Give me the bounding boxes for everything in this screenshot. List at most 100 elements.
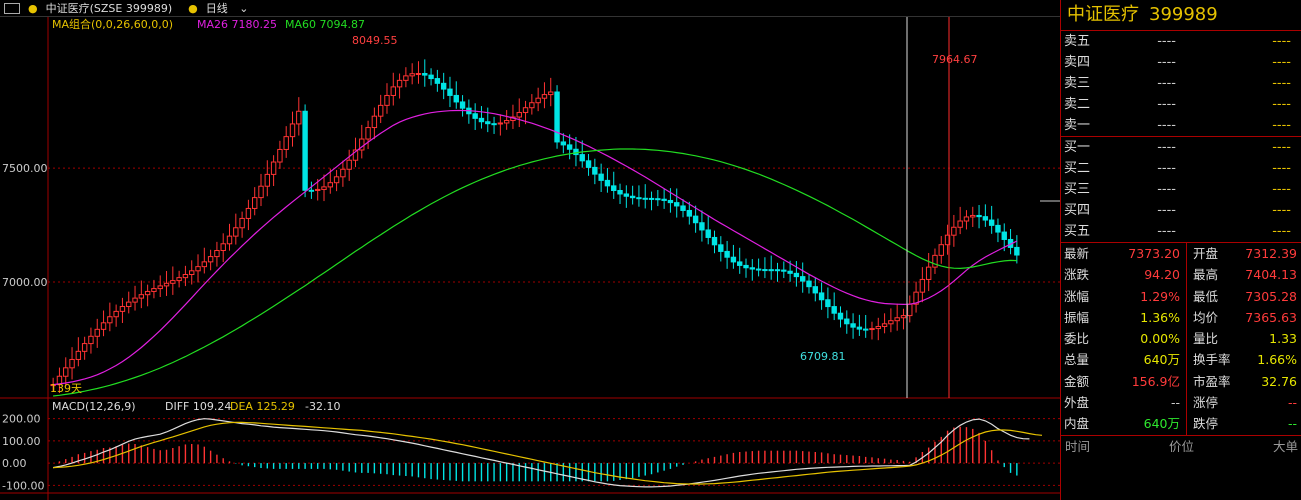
- candle-body: [944, 234, 951, 246]
- buy-orderbook: 买一 ---- ---- 买二 ---- ---- 买三 ---- ---- 买四 ---- ----…: [1061, 137, 1301, 243]
- candle-body: [503, 120, 510, 124]
- buy-level-row[interactable]: 买三 ---- ----: [1061, 179, 1301, 200]
- candle-body: [81, 343, 88, 352]
- candle-body: [548, 91, 554, 96]
- candle-body: [485, 121, 491, 125]
- stat-value: 1.33: [1269, 331, 1297, 347]
- stat-value: 1.29%: [1104, 285, 1187, 307]
- candle-body: [749, 267, 756, 270]
- candle-body: [774, 269, 781, 272]
- candle-body: [270, 161, 277, 175]
- candle-body: [560, 141, 567, 146]
- candle-body: [919, 278, 926, 293]
- sell-level-label: 卖五: [1064, 34, 1091, 49]
- sell-level-row[interactable]: 卖四 ---- ----: [1061, 52, 1301, 73]
- sell-level-price: ----: [1157, 76, 1176, 91]
- buy-level-row[interactable]: 买四 ---- ----: [1061, 200, 1301, 221]
- sell-level-row[interactable]: 卖五 ---- ----: [1061, 31, 1301, 52]
- candle-body: [371, 115, 378, 129]
- buy-level-row[interactable]: 买一 ---- ----: [1061, 137, 1301, 158]
- sell-level-label: 卖一: [1064, 118, 1091, 133]
- stat-label: 最低: [1193, 288, 1219, 304]
- candle-body: [806, 280, 812, 288]
- candle-body: [63, 367, 69, 377]
- y-tick-label: 0.00: [2, 457, 27, 470]
- candle-body: [226, 235, 233, 245]
- stat-row: 外盘 -- 涨停 --: [1061, 392, 1301, 414]
- candle-body: [497, 122, 504, 125]
- stat-row: 总量 640万 换手率 1.66%: [1061, 349, 1301, 371]
- candle-body: [881, 323, 888, 327]
- stat-value: 640万: [1104, 349, 1187, 371]
- stat-label: 开盘: [1193, 246, 1219, 261]
- low-annotation: 6709.81: [800, 350, 846, 363]
- stat-value: 7373.20: [1104, 243, 1187, 265]
- y-tick-label: -100.00: [2, 479, 44, 492]
- candle-body: [592, 166, 598, 175]
- sell-level-row[interactable]: 卖二 ---- ----: [1061, 94, 1301, 115]
- chart-area[interactable]: 7500.00 7000.00 8049.55 7964.67 6709.81 139天 M…: [0, 0, 1060, 500]
- candle-body: [403, 75, 409, 81]
- buy-level-row[interactable]: 买五 ---- ----: [1061, 221, 1301, 242]
- stat-label: 换手率: [1193, 352, 1231, 368]
- period-selector[interactable]: ● 日线 ⌄: [188, 0, 256, 16]
- candle-body: [239, 217, 245, 229]
- bullet-icon: ●: [188, 2, 198, 15]
- high-annotation: 8049.55: [352, 34, 398, 47]
- stat-label: 均价: [1193, 309, 1219, 325]
- buy-level-volume: ----: [1272, 140, 1291, 155]
- candle-body: [1014, 246, 1020, 256]
- candle-body: [604, 179, 611, 187]
- candle-body: [629, 195, 636, 199]
- macd-value: -32.10: [305, 400, 340, 413]
- trades-header: 时间 价位 大单: [1061, 436, 1301, 458]
- candle-body: [793, 272, 800, 278]
- sell-level-label: 卖三: [1064, 76, 1091, 91]
- candle-body: [850, 323, 856, 328]
- ma26-legend: MA26 7180.25: [197, 18, 277, 31]
- candle-body: [932, 254, 938, 268]
- candle-body: [346, 159, 352, 170]
- buy-level-row[interactable]: 买二 ---- ----: [1061, 158, 1301, 179]
- candle-body: [856, 326, 863, 330]
- window-icon[interactable]: [4, 2, 20, 14]
- buy-level-label: 买三: [1064, 182, 1091, 197]
- candle-body: [390, 86, 396, 96]
- candle-body: [107, 316, 113, 324]
- candle-body: [220, 243, 226, 252]
- candle-body: [611, 185, 617, 192]
- candle-body: [233, 227, 239, 237]
- candle-body: [447, 88, 453, 96]
- candle-body: [938, 244, 944, 256]
- candle-body: [869, 328, 875, 331]
- candle-body: [762, 269, 768, 272]
- stat-row: 最新 7373.20 开盘 7312.39: [1061, 243, 1301, 265]
- stat-value: 7312.39: [1245, 246, 1297, 261]
- candle-body: [126, 301, 132, 308]
- sell-level-row[interactable]: 卖一 ---- ----: [1061, 115, 1301, 136]
- candle-body: [88, 335, 94, 345]
- stat-row: 委比 0.00% 量比 1.33: [1061, 328, 1301, 350]
- stat-label: 最高: [1193, 267, 1219, 283]
- candle-body: [837, 312, 844, 320]
- candle-body: [623, 193, 630, 197]
- candle-body: [201, 261, 208, 268]
- candle-body: [787, 270, 793, 274]
- candle-body: [674, 202, 680, 207]
- candle-body: [333, 176, 340, 184]
- buy-level-label: 买五: [1064, 224, 1091, 239]
- candle-body: [365, 127, 371, 140]
- candle-body: [163, 282, 170, 287]
- candle-body: [825, 299, 831, 308]
- high-annotation: 7964.67: [932, 53, 978, 66]
- sell-level-price: ----: [1157, 97, 1176, 112]
- buy-level-volume: ----: [1272, 182, 1291, 197]
- instrument-selector[interactable]: ● 中证医疗(SZSE 399989): [28, 0, 180, 16]
- sell-level-row[interactable]: 卖三 ---- ----: [1061, 73, 1301, 94]
- candle-body: [812, 286, 818, 294]
- candle-body: [176, 277, 182, 282]
- quote-panel: 中证医疗 399989 卖五 ---- ---- 卖四 ---- ---- 卖三 ---- ---…: [1060, 0, 1301, 500]
- candle-body: [384, 94, 390, 106]
- candle-body: [478, 117, 485, 123]
- sell-orderbook: 卖五 ---- ---- 卖四 ---- ---- 卖三 ---- ---- 卖二 ---- ----…: [1061, 31, 1301, 137]
